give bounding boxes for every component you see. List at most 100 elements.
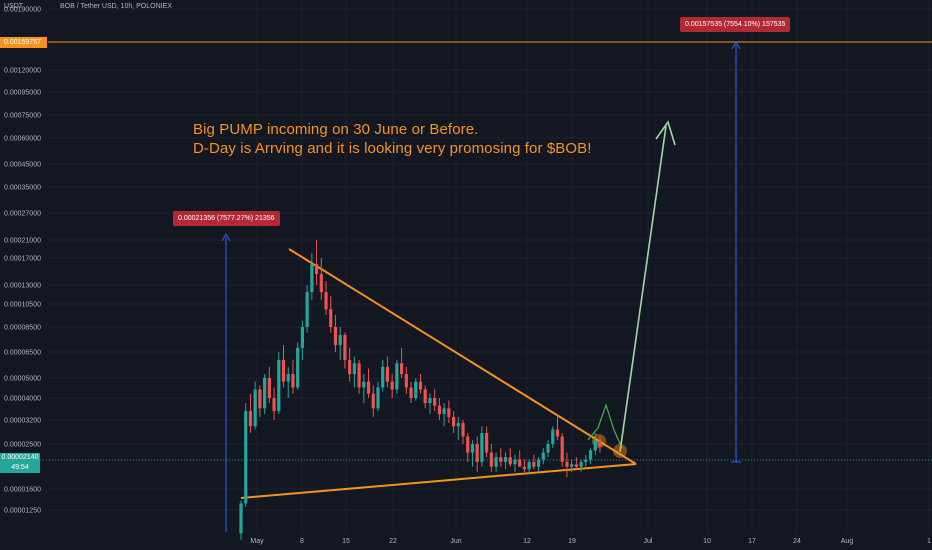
candle	[300, 320, 305, 360]
y-tick-label: 0.00035000	[4, 185, 41, 192]
candle	[466, 432, 470, 462]
measure-arrowhead-left	[221, 232, 231, 242]
candle	[433, 389, 437, 412]
candle	[456, 416, 460, 441]
candle	[333, 314, 338, 352]
candle	[508, 448, 512, 467]
candle	[442, 403, 446, 427]
candle	[437, 398, 441, 420]
candle	[574, 457, 578, 470]
candle	[404, 366, 408, 394]
x-tick-label: Aug	[841, 538, 854, 545]
unit-label: USDT	[4, 3, 24, 10]
candle	[475, 436, 479, 472]
x-tick-label: 22	[389, 538, 397, 545]
x-tick-label: 10	[703, 538, 711, 545]
candle	[286, 366, 290, 398]
x-tick-label: 12	[523, 538, 531, 545]
measure-tag-left: 0.00021356 (7577.27%) 21356	[173, 211, 280, 226]
candle	[390, 374, 394, 398]
y-tick-label: 0.00001250	[4, 508, 41, 515]
candle	[447, 400, 451, 424]
candle	[470, 440, 475, 467]
candle	[423, 385, 427, 409]
x-tick-label: 8	[300, 538, 304, 545]
candle	[244, 403, 248, 507]
y-tick-label: 0.00075000	[4, 113, 41, 120]
candle	[371, 385, 375, 417]
x-tick-label: 19	[568, 538, 576, 545]
y-tick-label: 0.00021000	[4, 238, 41, 245]
candle	[239, 500, 243, 540]
y-tick-label: 0.00004000	[4, 396, 41, 403]
candle	[357, 359, 361, 394]
candle	[485, 426, 489, 458]
candle	[281, 345, 286, 388]
candle	[588, 448, 593, 465]
candle	[329, 295, 333, 333]
candle	[343, 332, 347, 369]
candle	[584, 454, 588, 467]
breakout-marker	[613, 444, 627, 458]
candle	[570, 459, 574, 472]
candle	[366, 368, 371, 398]
candle	[267, 366, 271, 404]
candle	[400, 347, 404, 378]
candle	[518, 450, 522, 467]
y-tick-label: 0.00095000	[4, 90, 41, 97]
candle	[258, 385, 262, 417]
y-tick-label: 0.00002500	[4, 442, 41, 449]
candle	[428, 393, 432, 415]
candle	[395, 359, 399, 394]
candle	[598, 436, 602, 453]
candlestick-series	[239, 240, 602, 540]
candle	[319, 258, 323, 300]
current-price-value: 0.00002140	[1, 454, 39, 461]
measure-tag-right: 0.00157535 (7554.10%) 157535	[680, 17, 791, 32]
triangle-lower-line[interactable]	[240, 463, 637, 499]
text-annotation[interactable]: Big PUMP incoming on 30 June or Before. …	[193, 120, 592, 158]
candle	[579, 459, 583, 472]
y-tick-label: 0.00005000	[4, 376, 41, 383]
y-tick-label: 0.00006500	[4, 350, 41, 357]
candle	[310, 253, 314, 300]
y-tick-label: 0.00027000	[4, 211, 41, 218]
y-tick-label: 0.00045000	[4, 162, 41, 169]
y-tick-label: 0.00120000	[4, 68, 41, 75]
candle	[565, 452, 569, 478]
candle	[522, 459, 527, 472]
y-tick-label: 0.00003200	[4, 418, 41, 425]
candle	[551, 426, 555, 449]
candle	[555, 414, 560, 441]
projection-arrow[interactable]	[619, 125, 667, 453]
candle	[461, 420, 465, 444]
annotation-line-2: D-Day is Arrving and it is looking very …	[193, 140, 592, 157]
target-price-tag: 0.00159757	[0, 37, 47, 48]
triangle-upper-line[interactable]	[288, 248, 637, 465]
candle	[593, 432, 597, 455]
candle	[381, 359, 385, 392]
candle	[494, 452, 498, 472]
candle	[253, 381, 257, 430]
annotation-line-1: Big PUMP incoming on 30 June or Before.	[193, 121, 479, 138]
candle	[272, 387, 276, 420]
candle	[503, 452, 508, 470]
candle	[324, 281, 328, 315]
y-tick-label: 0.00008500	[4, 325, 41, 332]
candle	[263, 374, 267, 415]
price-axis: 0.00190000 0.00120000 0.00095000 0.00075000…	[4, 7, 41, 515]
x-tick-label: Jun	[450, 538, 461, 545]
candle	[314, 240, 319, 285]
candle	[527, 459, 531, 475]
candle	[536, 457, 541, 472]
x-tick-label: Jul	[644, 538, 653, 545]
candle	[305, 285, 309, 333]
candle	[352, 356, 356, 388]
time-axis: May 8 15 22 Jun 12 19 Jul 10 17 24 Aug 1	[250, 538, 931, 545]
candle	[414, 378, 418, 401]
x-tick-label: 15	[342, 538, 350, 545]
projection-arrowhead	[655, 120, 676, 146]
candle	[248, 393, 253, 433]
y-tick-label: 0.00190000	[4, 7, 41, 14]
